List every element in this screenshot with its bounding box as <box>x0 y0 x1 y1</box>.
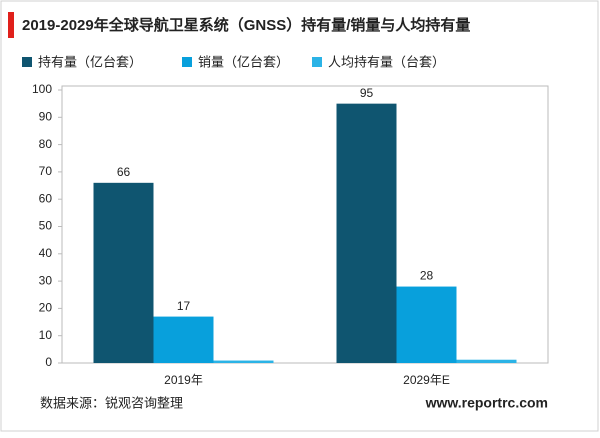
bar <box>336 103 397 364</box>
data-label: 95 <box>360 86 374 100</box>
y-tick-label: 90 <box>39 109 53 123</box>
legend-label: 人均持有量（台套） <box>328 54 445 69</box>
bar <box>153 316 214 363</box>
y-tick-label: 70 <box>39 164 53 178</box>
legend-swatch <box>22 57 32 67</box>
legend-swatch <box>312 57 322 67</box>
bar <box>456 359 517 363</box>
source: 数据来源：锐观咨询整理 <box>40 395 183 410</box>
y-tick-label: 0 <box>45 355 52 369</box>
bar <box>396 286 457 363</box>
legend-label: 销量（亿台套） <box>198 54 289 69</box>
x-tick-label: 2029年E <box>403 373 450 387</box>
bar <box>213 360 274 363</box>
y-tick-label: 60 <box>39 191 53 205</box>
data-label: 66 <box>117 165 131 179</box>
chart-title: 2019-2029年全球导航卫星系统（GNSS）持有量/销量与人均持有量 <box>22 16 470 34</box>
data-label: 28 <box>420 269 434 283</box>
title-accent <box>8 12 14 38</box>
y-tick-label: 30 <box>39 273 53 287</box>
y-tick-label: 20 <box>39 301 53 315</box>
y-tick-label: 10 <box>39 328 53 342</box>
bar <box>93 182 154 363</box>
legend-label: 持有量（亿台套） <box>38 54 142 69</box>
x-tick-label: 2019年 <box>164 373 203 387</box>
data-label: 17 <box>177 299 191 313</box>
y-tick-label: 40 <box>39 246 53 260</box>
website: www.reportrc.com <box>425 395 548 411</box>
plot-frame <box>61 85 549 364</box>
legend-swatch <box>182 57 192 67</box>
y-tick-label: 100 <box>32 82 52 96</box>
y-tick-label: 80 <box>39 137 53 151</box>
y-tick-label: 50 <box>39 219 53 233</box>
